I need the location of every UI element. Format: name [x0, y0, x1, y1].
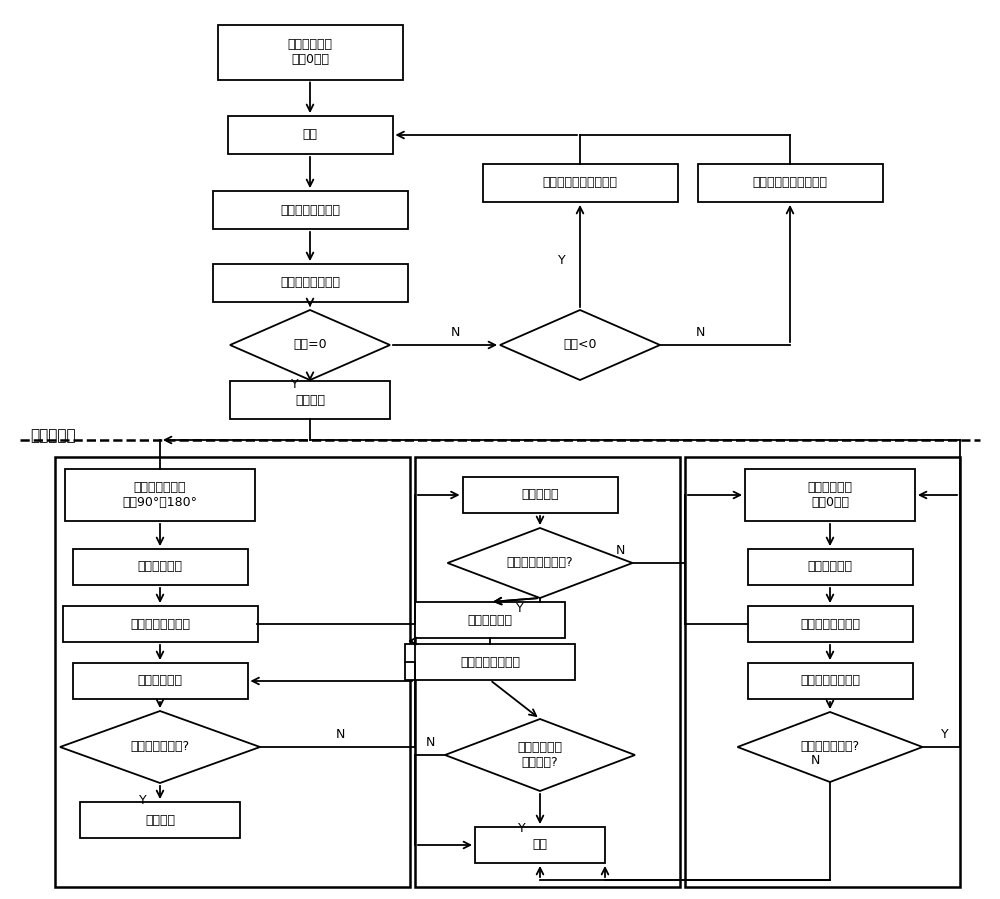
Text: 延时: 延时 — [302, 129, 318, 141]
Text: 次级线圈信号采集: 次级线圈信号采集 — [130, 618, 190, 630]
FancyBboxPatch shape — [72, 549, 248, 585]
Text: Y: Y — [516, 601, 524, 615]
Text: 初级线圈相位为
正弦90°或180°: 初级线圈相位为 正弦90°或180° — [122, 481, 198, 509]
Polygon shape — [500, 310, 660, 380]
Text: 加速度及信号
特征确认?: 加速度及信号 特征确认? — [518, 741, 562, 769]
Text: 加速度在吊杆范围?: 加速度在吊杆范围? — [507, 556, 573, 569]
Text: N: N — [695, 326, 705, 340]
Text: 次级线圈信号采集: 次级线圈信号采集 — [280, 203, 340, 217]
Text: Y: Y — [518, 822, 526, 834]
Text: 报警: 报警 — [532, 839, 548, 851]
FancyBboxPatch shape — [65, 469, 255, 521]
Polygon shape — [230, 310, 390, 380]
FancyBboxPatch shape — [405, 644, 575, 680]
FancyBboxPatch shape — [415, 602, 565, 638]
Polygon shape — [445, 719, 635, 791]
Text: 按照最小分辨率加延时: 按照最小分辨率加延时 — [753, 176, 828, 190]
Text: 解除锁定输出命令: 解除锁定输出命令 — [460, 655, 520, 669]
FancyBboxPatch shape — [685, 457, 960, 887]
FancyBboxPatch shape — [228, 116, 392, 154]
FancyBboxPatch shape — [748, 606, 912, 642]
Text: 相位在正常范围?: 相位在正常范围? — [800, 741, 860, 753]
FancyBboxPatch shape — [698, 164, 883, 202]
Polygon shape — [60, 711, 260, 783]
Text: 初级线圈输出
正弦0相位: 初级线圈输出 正弦0相位 — [288, 38, 332, 66]
Text: Y: Y — [139, 794, 147, 806]
Text: 锁定输出命令: 锁定输出命令 — [468, 613, 512, 627]
FancyBboxPatch shape — [72, 663, 248, 699]
FancyBboxPatch shape — [230, 381, 390, 419]
FancyBboxPatch shape — [482, 164, 678, 202]
Text: 次级线圈相位判断: 次级线圈相位判断 — [800, 674, 860, 688]
FancyBboxPatch shape — [462, 477, 618, 513]
Polygon shape — [738, 712, 922, 782]
Text: 加速度判断: 加速度判断 — [521, 488, 559, 502]
Polygon shape — [448, 528, 633, 598]
Text: 相位<0: 相位<0 — [563, 339, 597, 352]
Text: 按照最小分辨率减延时: 按照最小分辨率减延时 — [542, 176, 618, 190]
Text: N: N — [810, 753, 820, 767]
Text: N: N — [615, 544, 625, 556]
FancyBboxPatch shape — [62, 606, 258, 642]
FancyBboxPatch shape — [212, 264, 408, 302]
Text: Y: Y — [558, 254, 566, 266]
FancyBboxPatch shape — [55, 457, 410, 887]
FancyBboxPatch shape — [748, 663, 912, 699]
Text: Y: Y — [941, 728, 949, 742]
FancyBboxPatch shape — [218, 24, 402, 79]
Text: 数字低通滤波: 数字低通滤波 — [138, 674, 182, 688]
FancyBboxPatch shape — [212, 191, 408, 229]
Text: 初级线圈输出
正弦0相位: 初级线圈输出 正弦0相位 — [808, 481, 852, 509]
Text: 按照记录延时: 按照记录延时 — [808, 560, 852, 574]
FancyBboxPatch shape — [415, 457, 680, 887]
FancyBboxPatch shape — [475, 827, 605, 863]
FancyBboxPatch shape — [745, 469, 915, 521]
FancyBboxPatch shape — [748, 549, 912, 585]
Text: 次级线圈信号采集: 次级线圈信号采集 — [800, 618, 860, 630]
Text: N: N — [425, 736, 435, 750]
Text: N: N — [335, 728, 345, 742]
FancyBboxPatch shape — [80, 802, 240, 838]
Text: Y: Y — [291, 378, 299, 391]
Text: 初始化完成: 初始化完成 — [30, 428, 76, 443]
Text: 信号输出: 信号输出 — [145, 814, 175, 826]
Text: 按照记录延时: 按照记录延时 — [138, 560, 182, 574]
Text: 幅值在正常范围?: 幅值在正常范围? — [130, 741, 190, 753]
Text: 次级线圈相位判断: 次级线圈相位判断 — [280, 277, 340, 289]
Text: 相位=0: 相位=0 — [293, 339, 327, 352]
Text: 记录延时: 记录延时 — [295, 394, 325, 406]
Text: N: N — [450, 326, 460, 340]
